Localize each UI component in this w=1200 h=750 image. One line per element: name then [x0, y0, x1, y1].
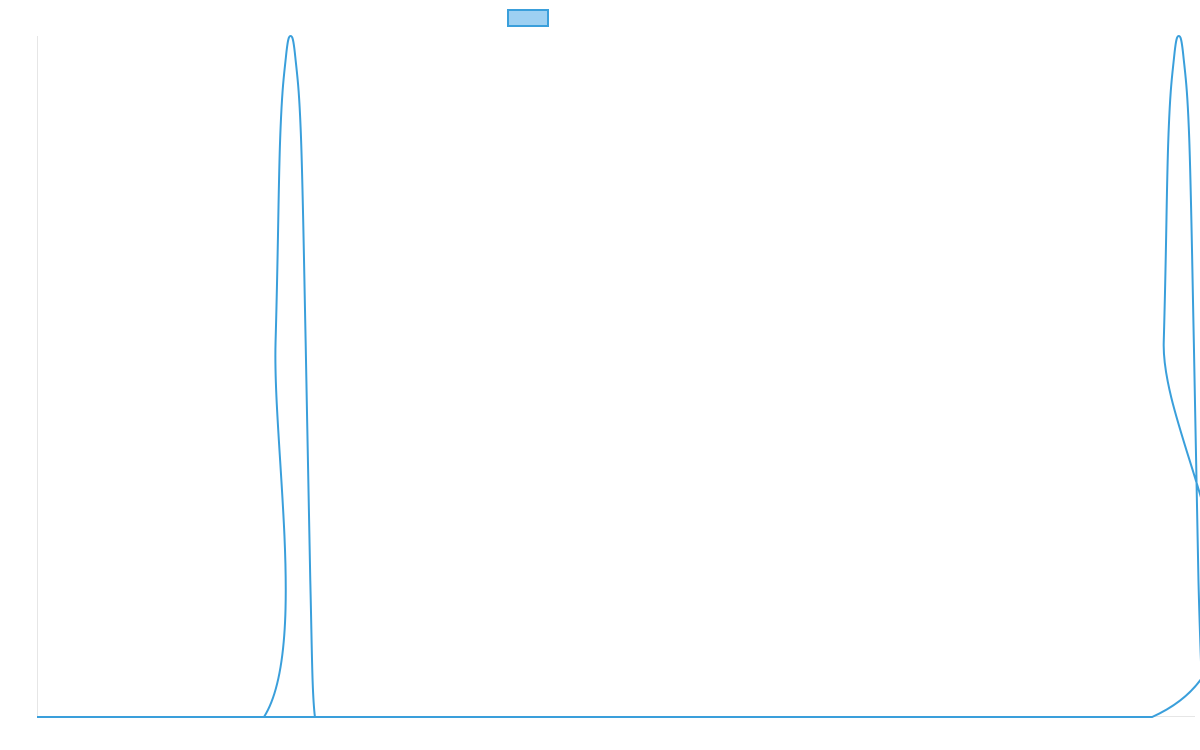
- series-layer: [36, 35, 1200, 719]
- legend[interactable]: [507, 9, 549, 27]
- legend-swatch[interactable]: [507, 9, 549, 27]
- series-line-0[interactable]: [36, 35, 1200, 719]
